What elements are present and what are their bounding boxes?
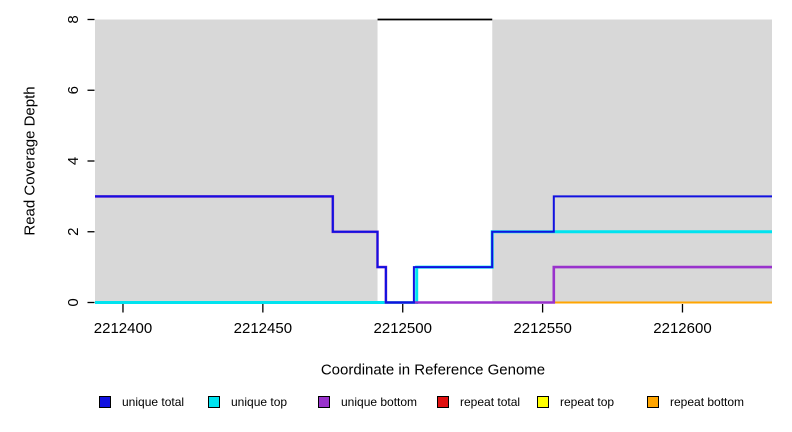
x-tick-label: 2212600 bbox=[653, 320, 711, 337]
legend-label: repeat top bbox=[560, 395, 615, 409]
legend-label: unique total bbox=[122, 395, 185, 409]
series-unique-total bbox=[95, 195, 772, 304]
legend-label: unique bottom bbox=[341, 395, 418, 409]
y-tick-label: 0 bbox=[65, 298, 82, 306]
legend-swatch-icon bbox=[318, 396, 330, 408]
legend-label: repeat total bbox=[460, 395, 521, 409]
x-axis-title: Coordinate in Reference Genome bbox=[320, 361, 546, 379]
x-tick-label: 2212400 bbox=[94, 320, 152, 337]
x-tick-label: 2212500 bbox=[374, 320, 432, 337]
legend-swatch-icon bbox=[208, 396, 220, 408]
y-tick-label: 6 bbox=[65, 86, 82, 94]
y-tick-label: 2 bbox=[65, 228, 82, 236]
x-tick-label: 2212550 bbox=[513, 320, 571, 337]
y-axis-title: Read Coverage Depth bbox=[21, 86, 39, 236]
legend-swatch-icon bbox=[99, 396, 111, 408]
legend-item-repeat-bottom: repeat bottom bbox=[647, 395, 745, 409]
legend-item-unique-total: unique total bbox=[99, 395, 185, 409]
legend-item-repeat-top: repeat top bbox=[537, 395, 615, 409]
legend: unique total unique top unique bottom repea… bbox=[0, 395, 792, 412]
legend-label: unique top bbox=[231, 395, 288, 409]
legend-item-unique-top: unique top bbox=[208, 395, 288, 409]
legend-swatch-icon bbox=[537, 396, 549, 408]
legend-label: repeat bottom bbox=[670, 395, 745, 409]
x-tick-label: 2212450 bbox=[234, 320, 292, 337]
y-tick-label: 4 bbox=[65, 157, 82, 165]
legend-swatch-icon bbox=[437, 396, 449, 408]
highlight-region bbox=[377, 19, 493, 303]
y-tick-label: 8 bbox=[65, 15, 82, 23]
legend-item-unique-bottom: unique bottom bbox=[318, 395, 418, 409]
legend-swatch-icon bbox=[647, 396, 659, 408]
legend-item-repeat-total: repeat total bbox=[437, 395, 521, 409]
